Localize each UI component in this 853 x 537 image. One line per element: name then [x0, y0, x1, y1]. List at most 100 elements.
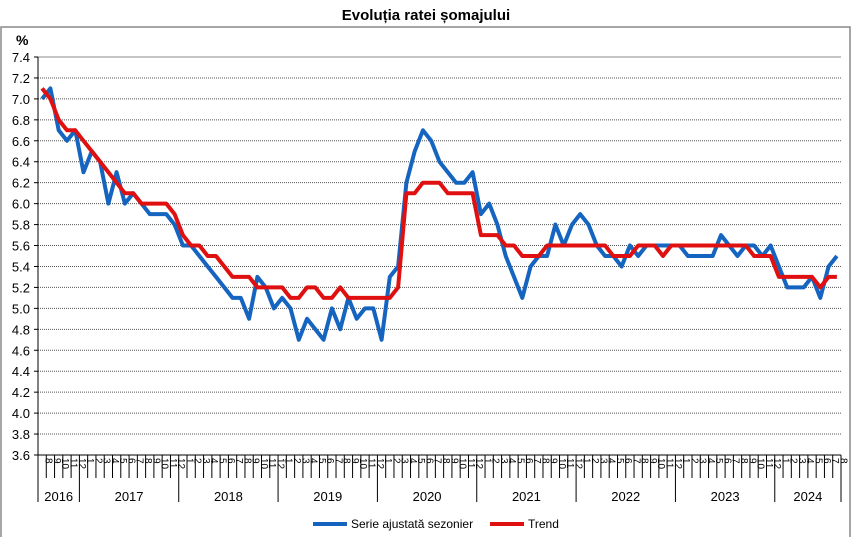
y-tick-label: 4.4: [12, 364, 30, 379]
x-tick-label: 9: [647, 458, 658, 464]
y-tick-label: 6.6: [12, 134, 30, 149]
x-tick-label: 1: [779, 458, 790, 464]
x-tick-label: 8: [43, 458, 54, 464]
x-tick-label: 12: [672, 458, 683, 470]
x-tick-label: 5: [117, 458, 128, 464]
x-tick-label: 5: [813, 458, 824, 464]
y-tick-label: 4.6: [12, 343, 30, 358]
x-tick-label: 6: [423, 458, 434, 464]
x-tick-label: 5: [415, 458, 426, 464]
x-tick-label: 12: [473, 458, 484, 470]
x-tick-label: 7: [432, 458, 443, 464]
y-axis-label: %: [16, 32, 29, 48]
year-label: 2017: [115, 489, 144, 504]
x-tick-label: 8: [440, 458, 451, 464]
x-tick-label: 5: [614, 458, 625, 464]
x-tick-label: 9: [250, 458, 261, 464]
x-tick-label: 8: [639, 458, 650, 464]
x-tick-label: 9: [448, 458, 459, 464]
x-tick-label: 5: [316, 458, 327, 464]
x-tick-label: 6: [125, 458, 136, 464]
y-tick-label: 5.2: [12, 280, 30, 295]
x-tick-label: 2: [390, 458, 401, 464]
x-tick-label: 4: [705, 458, 716, 464]
year-label: 2021: [512, 489, 541, 504]
x-tick-label: 12: [572, 458, 583, 470]
x-tick-label: 7: [134, 458, 145, 464]
x-tick-label: 9: [51, 458, 62, 464]
x-tick-label: 11: [564, 458, 575, 469]
x-tick-label: 12: [175, 458, 186, 470]
x-tick-label: 4: [308, 458, 319, 464]
x-tick-label: 11: [465, 458, 476, 469]
x-tick-label: 7: [730, 458, 741, 464]
year-label: 2020: [413, 489, 442, 504]
x-tick-label: 3: [299, 458, 310, 464]
x-tick-label: 6: [523, 458, 534, 464]
x-tick-label: 2: [589, 458, 600, 464]
year-label: 2024: [793, 489, 822, 504]
x-tick-label: 3: [101, 458, 112, 464]
y-tick-label: 6.4: [12, 155, 30, 170]
y-tick-label: 4.0: [12, 406, 30, 421]
y-tick-label: 5.4: [12, 259, 30, 274]
x-tick-label: 4: [506, 458, 517, 464]
year-label: 2019: [313, 489, 342, 504]
x-tick-label: 9: [349, 458, 360, 464]
x-tick-label: 1: [581, 458, 592, 464]
series-line-trend: [40, 87, 837, 300]
x-tick-label: 8: [142, 458, 153, 464]
x-tick-label: 11: [67, 458, 78, 469]
x-tick-label: 5: [216, 458, 227, 464]
x-tick-label: 11: [664, 458, 675, 469]
x-tick-label: 7: [332, 458, 343, 464]
x-tick-label: 7: [531, 458, 542, 464]
x-tick-label: 4: [109, 458, 120, 464]
x-tick-label: 6: [821, 458, 832, 464]
x-tick-label: 11: [167, 458, 178, 469]
y-tick-label: 7.2: [12, 71, 30, 86]
x-tick-label: 4: [208, 458, 219, 464]
x-tick-label: 4: [407, 458, 418, 464]
x-tick-label: 3: [597, 458, 608, 464]
y-tick-label: 6.8: [12, 113, 30, 128]
y-tick-label: 3.8: [12, 427, 30, 442]
x-tick-label: 8: [241, 458, 252, 464]
x-tick-label: 9: [150, 458, 161, 464]
y-tick-label: 7.0: [12, 92, 30, 107]
x-tick-label: 3: [399, 458, 410, 464]
x-tick-label: 2: [291, 458, 302, 464]
x-tick-label: 8: [341, 458, 352, 464]
x-tick-label: 11: [763, 458, 774, 469]
y-tick-label: 6.2: [12, 176, 30, 191]
y-tick-label: 5.0: [12, 301, 30, 316]
x-tick-label: 3: [200, 458, 211, 464]
x-tick-label: 10: [755, 458, 766, 470]
x-tick-label: 1: [84, 458, 95, 464]
year-label: 2022: [611, 489, 640, 504]
x-tick-label: 10: [159, 458, 170, 470]
x-tick-label: 7: [829, 458, 840, 464]
x-tick-label: 12: [274, 458, 285, 470]
x-tick-label: 8: [539, 458, 550, 464]
x-tick-label: 4: [804, 458, 815, 464]
x-tick-label: 3: [498, 458, 509, 464]
x-tick-label: 8: [738, 458, 749, 464]
x-tick-label: 12: [374, 458, 385, 470]
x-tick-label: 2: [788, 458, 799, 464]
series-line-seasonally-adjusted: [40, 86, 839, 342]
legend-label: Trend: [528, 517, 559, 531]
x-tick-label: 10: [556, 458, 567, 470]
x-tick-label: 1: [481, 458, 492, 464]
x-tick-label: 1: [680, 458, 691, 464]
y-tick-label: 5.8: [12, 218, 30, 233]
year-label: 2016: [44, 489, 73, 504]
x-tick-label: 5: [515, 458, 526, 464]
x-tick-label: 3: [697, 458, 708, 464]
x-tick-label: 10: [655, 458, 666, 470]
x-tick-label: 2: [192, 458, 203, 464]
y-tick-label: 5.6: [12, 239, 30, 254]
x-tick-label: 7: [233, 458, 244, 464]
